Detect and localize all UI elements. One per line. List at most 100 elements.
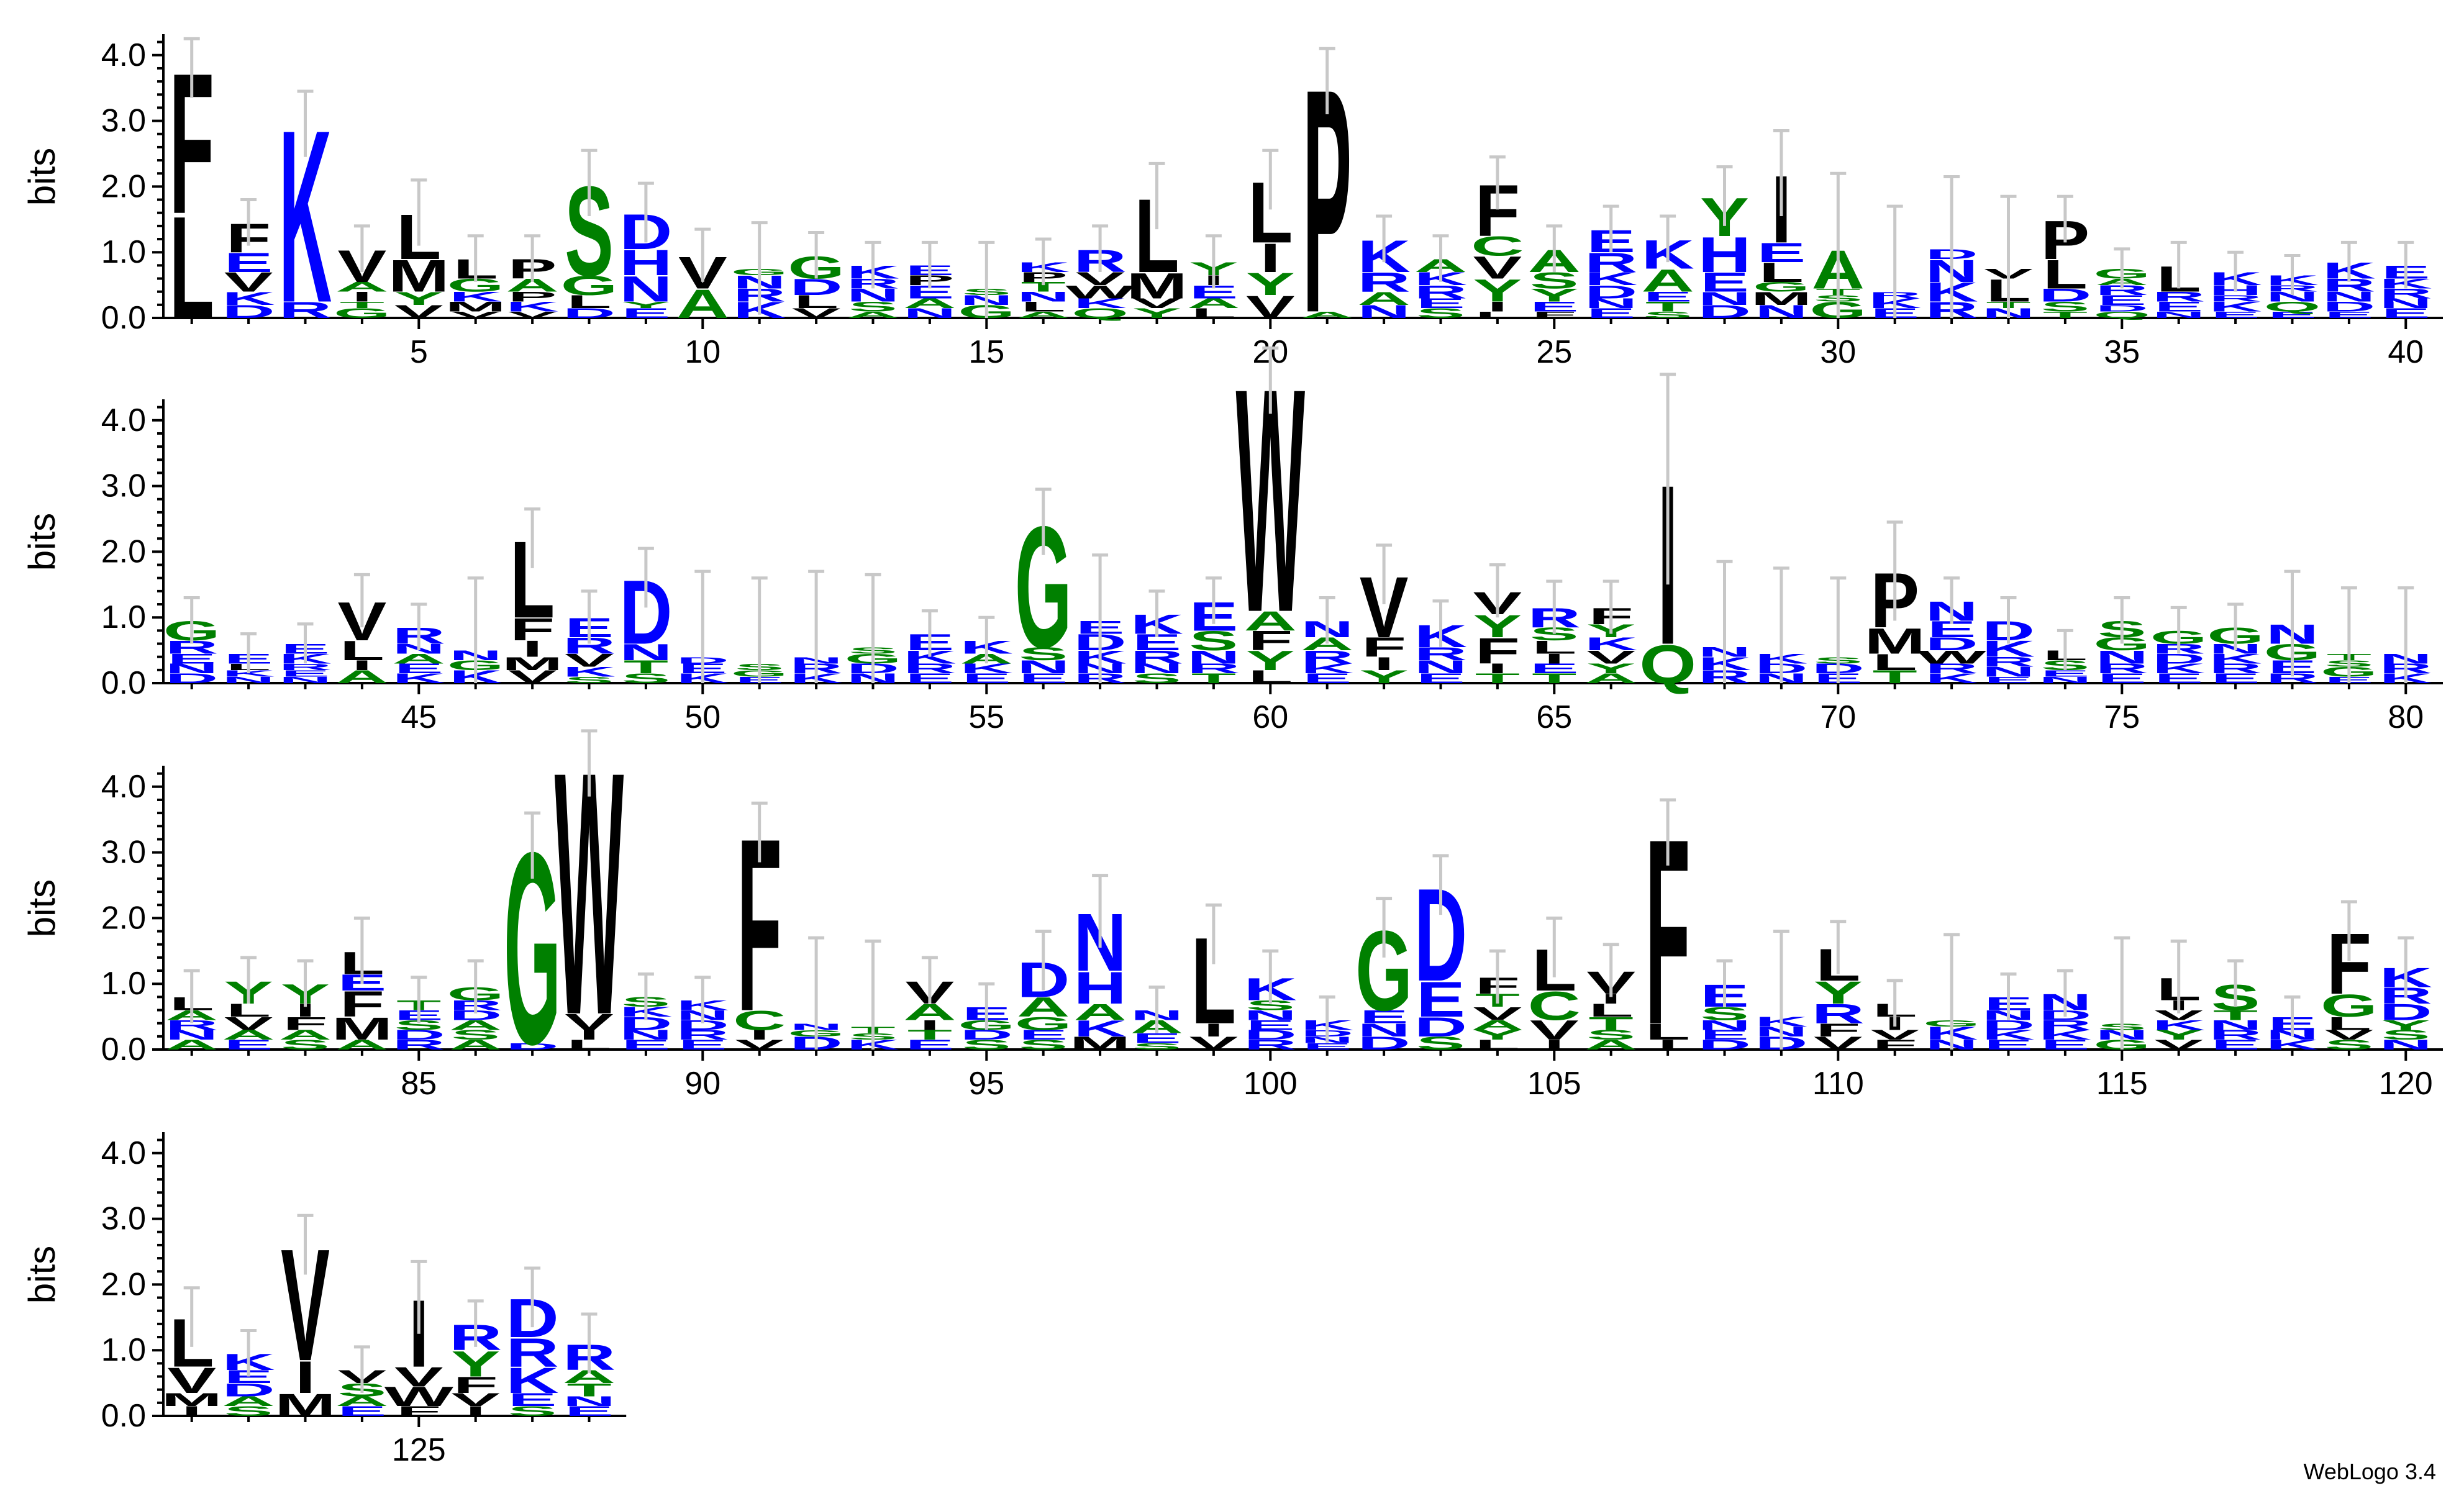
y-tick-label: 2.0: [101, 533, 146, 569]
logo-letter-V: V: [167, 1360, 216, 1401]
logo-letter-K: K: [1584, 269, 1637, 289]
logo-letter-E: E: [2211, 310, 2260, 320]
y-tick-label: 3.0: [101, 103, 146, 139]
logo-letter-T: T: [2043, 310, 2088, 320]
logo-letter-L: L: [226, 1000, 271, 1021]
x-tick-label: 105: [1527, 1066, 1581, 1102]
logo-letter-V: V: [451, 310, 500, 320]
x-tick-label: 95: [968, 1066, 1004, 1102]
logo-letter-E: E: [1246, 1017, 1295, 1033]
logo-row-4: 0.01.02.03.04.0bits125IMVLSADEKMIVEASVFW…: [21, 1131, 627, 1468]
logo-letter-E: E: [1586, 306, 1635, 321]
logo-letter-E: E: [1530, 299, 1579, 314]
logo-letter-S: S: [1132, 1041, 1181, 1051]
logo-letter-K: K: [506, 299, 558, 314]
logo-letter-N: N: [1698, 289, 1751, 309]
logo-letter-Q: Q: [2264, 299, 2321, 314]
logo-letter-N: N: [1244, 1007, 1297, 1023]
logo-letter-V: V: [565, 1009, 614, 1035]
logo-letter-A: A: [1641, 263, 1694, 299]
logo-letter-N: N: [1414, 657, 1467, 678]
logo-letter-N: N: [1357, 1020, 1410, 1041]
logo-letter-D: D: [222, 1380, 275, 1400]
logo-letter-A: A: [1017, 310, 1070, 320]
logo-letter-S: S: [1189, 625, 1239, 656]
logo-letter-D: D: [1925, 634, 1978, 655]
logo-letter-R: R: [2209, 661, 2262, 676]
logo-letter-E: E: [1360, 1007, 1409, 1027]
logo-letter-S: S: [1643, 310, 1693, 320]
logo-letter-Y: Y: [1132, 306, 1181, 321]
logo-letter-D: D: [789, 274, 842, 300]
logo-column-46: KGN: [447, 576, 504, 687]
logo-letter-K: K: [1073, 1016, 1126, 1041]
logo-letter-L: L: [1248, 667, 1293, 687]
logo-letter-K: K: [1982, 1027, 2035, 1043]
logo-letter-F: F: [1873, 1037, 1917, 1053]
logo-letter-A: A: [1357, 289, 1410, 309]
logo-letter-E: E: [2325, 310, 2374, 320]
logo-column-45: KEANR: [393, 602, 445, 686]
logo-letter-C: C: [1471, 230, 1524, 261]
logo-letter-E: E: [1757, 237, 1806, 268]
logo-letter-R: R: [1130, 647, 1183, 668]
logo-letter-R: R: [1982, 655, 2035, 670]
logo-letter-K: K: [2039, 1027, 2091, 1043]
logo-letter-L: L: [1191, 306, 1236, 321]
logo-column-68: RKN: [1698, 560, 1751, 687]
logo-letter-R: R: [279, 662, 332, 672]
logo-letter-K: K: [1925, 671, 1978, 686]
logo-column-33: NTLV: [1982, 194, 2035, 321]
logo-letter-D: D: [2096, 303, 2148, 313]
logo-letter-E: E: [338, 1404, 387, 1419]
logo-letter-E: E: [1984, 1037, 2033, 1053]
logo-letter-V: V: [1870, 1027, 1919, 1043]
logo-letter-V: V: [1132, 296, 1181, 311]
logo-letter-L: L: [170, 187, 214, 350]
logo-letter-A: A: [1187, 296, 1240, 311]
logo-letter-S: S: [565, 675, 614, 685]
logo-letter-Y: Y: [2381, 1017, 2430, 1033]
logo-letter-S: S: [451, 1027, 500, 1043]
logo-column-89: ENDKS: [619, 972, 673, 1053]
x-tick-label: 10: [684, 334, 721, 370]
logo-letter-K: K: [2152, 661, 2205, 676]
logo-letter-I: I: [1374, 654, 1394, 674]
y-tick-label: 0.0: [101, 665, 146, 701]
logo-column-90: ERDNK: [676, 976, 729, 1053]
logo-letter-L: L: [566, 1037, 611, 1053]
logo-letter-I: I: [579, 1027, 599, 1043]
logo-letter-L: L: [1589, 1000, 1634, 1021]
logo-letter-A: A: [222, 1027, 275, 1043]
logo-letter-V: V: [2154, 1037, 2203, 1053]
logo-letter-E: E: [2154, 299, 2203, 314]
logo-letter-N: N: [2096, 647, 2148, 668]
logo-letter-Y: Y: [2154, 1027, 2203, 1043]
y-tick-label: 2.0: [101, 900, 146, 936]
logo-letter-N: N: [2380, 296, 2432, 311]
logo-column-14: NAEPE: [903, 240, 957, 321]
logo-letter-V: V: [565, 650, 614, 671]
logo-letter-S: S: [848, 299, 898, 314]
logo-letter-Y: Y: [1473, 1027, 1522, 1043]
logo-letter-L: L: [1759, 257, 1804, 288]
logo-column-11: KRNG: [731, 221, 788, 323]
logo-column-70: EDS: [1812, 576, 1865, 686]
logo-column-99: VIL: [1189, 903, 1238, 1053]
logo-letter-C: C: [1528, 983, 1581, 1029]
logo-letter-F: F: [340, 984, 384, 1025]
logo-letter-R: R: [1187, 661, 1240, 676]
